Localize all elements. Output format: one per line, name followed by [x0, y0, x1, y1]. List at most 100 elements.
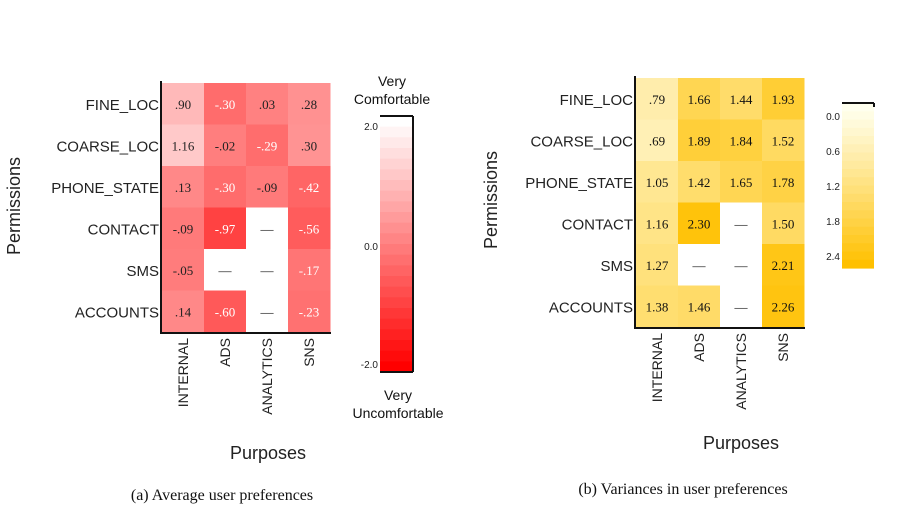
colorbar-band — [842, 210, 874, 220]
heatmap-cell — [762, 161, 805, 203]
heatmap-cell — [636, 161, 679, 203]
colorbar-band — [842, 259, 874, 269]
colorbar-band — [842, 193, 874, 203]
colorbar-band — [380, 148, 413, 160]
heatmap-cell — [246, 83, 289, 125]
row-label: CONTACT — [562, 216, 633, 233]
cell-value-label: — — [260, 221, 275, 236]
cell-value-label: 1.16 — [172, 138, 195, 153]
row-label: FINE_LOC — [86, 97, 160, 114]
cell-value-label: 1.89 — [688, 133, 711, 148]
panel-variances: .79 1.66 1.44 1.93 FINE_LOC .69 1.89 1.84 1.52 CO… — [481, 76, 875, 498]
colorbar-band — [380, 212, 413, 224]
cell-value-label: .79 — [649, 92, 665, 107]
cell-value-label: -.17 — [299, 263, 320, 278]
row-label: SMS — [126, 263, 159, 280]
heatmap-cell — [288, 207, 331, 250]
colorbar-tick-label: 1.2 — [826, 182, 840, 193]
x-axis-title: Purposes — [703, 433, 779, 453]
colorbar-band — [842, 144, 874, 154]
colorbar-band — [380, 308, 413, 320]
colorbar-band — [842, 235, 874, 244]
cell-value-label: 2.21 — [772, 258, 795, 273]
heatmap-cell — [636, 78, 679, 120]
cell-value-label: 1.16 — [646, 216, 669, 231]
heatmap-cell — [204, 83, 247, 125]
heatmap-cell — [678, 78, 721, 120]
colorbar-tick-label: 0.0 — [364, 242, 378, 253]
colorbar-band — [380, 340, 413, 352]
colorbar-band — [842, 136, 874, 145]
cell-value-label: .30 — [301, 138, 317, 153]
heatmap-cell — [162, 83, 205, 125]
colorbar-tick-label: 0.0 — [826, 112, 840, 123]
heatmap-cell — [246, 207, 289, 250]
row-label: CONTACT — [88, 221, 159, 238]
column-label: ADS — [691, 333, 707, 362]
panel-average-preferences: .90 -.30 .03 .28 FINE_LOC 1.16 -.02 -.29 .30 COAR… — [4, 73, 444, 504]
colorbar-tick-label: 1.8 — [826, 217, 840, 228]
cell-value-label: -.02 — [215, 138, 236, 153]
colorbar-bottom-label: Uncomfortable — [352, 405, 443, 421]
colorbar-band — [380, 137, 413, 149]
column-label: INTERNAL — [649, 333, 665, 402]
colorbar-tick-label: -2.0 — [361, 360, 379, 371]
colorbar-band — [842, 177, 874, 187]
cell-value-label: -.23 — [299, 304, 320, 319]
cell-value-label: .69 — [649, 133, 665, 148]
column-label: SNS — [301, 338, 317, 367]
column-label: ANALYTICS — [733, 333, 749, 410]
cell-value-label: -.60 — [215, 304, 236, 319]
colorbar-band — [380, 318, 413, 330]
heatmap-cell — [204, 124, 247, 167]
colorbar-band — [842, 226, 874, 236]
cell-value-label: 1.93 — [772, 92, 795, 107]
colorbar-band — [842, 202, 874, 211]
column-label: INTERNAL — [175, 338, 191, 407]
heatmap-cell — [762, 244, 805, 286]
row-label: ACCOUNTS — [549, 299, 633, 316]
heatmap-cell — [678, 244, 721, 286]
heatmap-cell — [636, 244, 679, 286]
cell-value-label: 1.84 — [730, 133, 753, 148]
row-label: PHONE_STATE — [51, 180, 159, 197]
colorbar-band — [842, 127, 874, 137]
colorbar-band — [842, 169, 874, 178]
heatmap-cell — [246, 166, 289, 208]
cell-value-label: 1.78 — [772, 175, 795, 190]
cell-value-label: — — [734, 216, 749, 231]
cell-value-label: .90 — [175, 97, 191, 112]
heatmap-cell — [246, 249, 289, 291]
cell-value-label: .13 — [175, 180, 191, 195]
colorbar-bottom-label: Very — [384, 387, 412, 403]
colorbar-band — [380, 201, 413, 213]
colorbar-top-label: Very — [378, 73, 406, 89]
colorbar-tick-label: 2.4 — [826, 252, 840, 263]
cell-value-label: 1.52 — [772, 133, 795, 148]
panel-caption: (b) Variances in user preferences — [578, 481, 787, 498]
cell-value-label: 1.05 — [646, 175, 669, 190]
heatmap-cell — [204, 249, 247, 291]
colorbar-band — [380, 190, 413, 202]
cell-value-label: -.42 — [299, 180, 320, 195]
colorbar-top-label: Comfortable — [354, 91, 430, 107]
heatmap-cell — [162, 290, 205, 333]
colorbar-band — [380, 297, 413, 309]
heatmap-cell — [720, 285, 763, 328]
row-label: COARSE_LOC — [56, 138, 159, 155]
row-label: ACCOUNTS — [75, 304, 159, 321]
row-label: FINE_LOC — [560, 92, 634, 109]
colorbar-band — [842, 111, 874, 121]
colorbar-band — [380, 286, 413, 298]
heatmap-cell — [762, 285, 805, 328]
heatmap-cell — [204, 166, 247, 208]
panel-caption: (a) Average user preferences — [131, 487, 313, 504]
column-label: ANALYTICS — [259, 338, 275, 415]
cell-value-label: — — [218, 263, 233, 278]
cell-value-label: 1.44 — [730, 92, 753, 107]
cell-value-label: 1.38 — [646, 299, 669, 314]
heatmap-cell — [246, 124, 289, 167]
heatmap-cell — [720, 161, 763, 203]
cell-value-label: — — [734, 258, 749, 273]
